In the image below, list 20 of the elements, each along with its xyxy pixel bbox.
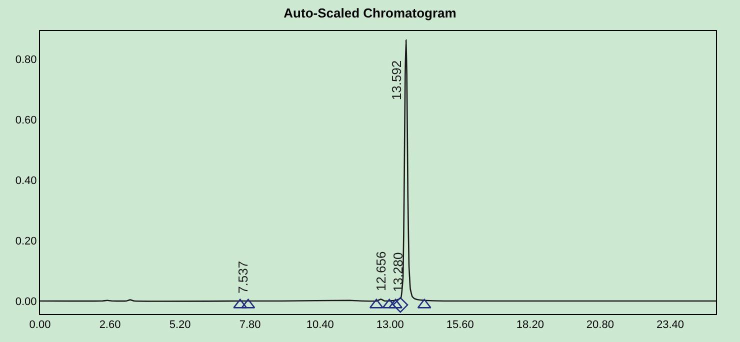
x-tick-label: 2.60: [99, 319, 121, 332]
x-tick-label: 23.40: [656, 319, 684, 332]
x-tick-label: 13.00: [376, 319, 404, 332]
x-tick-label: 5.20: [169, 319, 191, 332]
y-tick-label: 0.80: [15, 54, 37, 66]
y-tick-label: 0.40: [15, 174, 37, 187]
annotation: 12.656: [374, 251, 389, 292]
y-tick-label: 0.60: [15, 114, 37, 126]
chart-title: Auto-Scaled Chromatogram: [284, 6, 456, 21]
x-tick-label: 7.80: [239, 319, 261, 332]
x-tick-label: 15.60: [446, 319, 474, 332]
annotation: 7.537: [235, 260, 250, 294]
x-tick-label: 0.00: [29, 319, 51, 332]
annotation: 13.280: [390, 252, 406, 292]
x-tick-label: 18.20: [516, 319, 544, 332]
x-tick-label: 10.40: [306, 319, 334, 332]
y-tick-label: 0.00: [15, 296, 37, 308]
annotation: 13.592: [388, 60, 404, 100]
x-tick-label: 20.80: [586, 319, 614, 332]
y-tick-label: 0.20: [15, 235, 37, 248]
